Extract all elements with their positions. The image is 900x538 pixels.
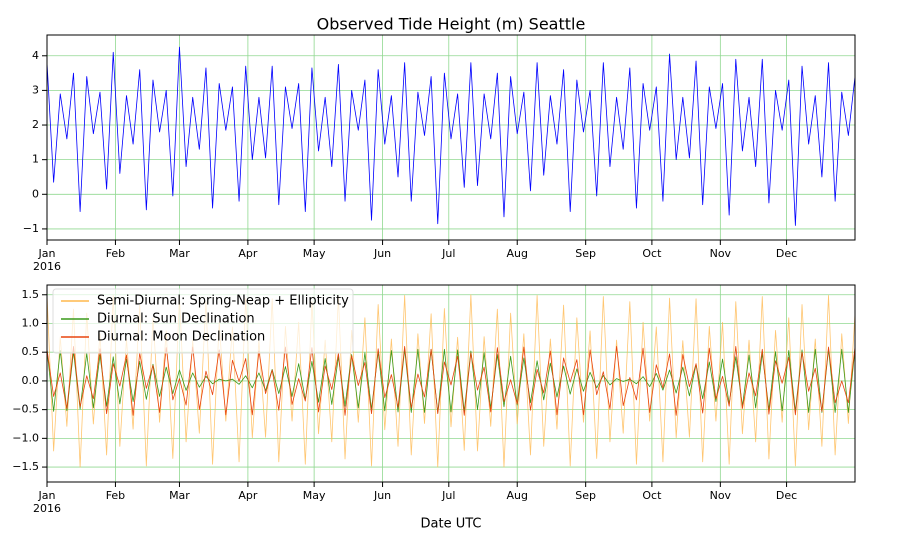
x-tick-label: Oct bbox=[642, 489, 662, 502]
x-tick-label: Jun bbox=[373, 247, 391, 260]
x-tick-label: May bbox=[303, 489, 326, 502]
x-tick-label: Mar bbox=[169, 489, 190, 502]
x-tick-label: Aug bbox=[506, 247, 527, 260]
x-tick-label: Mar bbox=[169, 247, 190, 260]
y-tick-label: −1.5 bbox=[12, 460, 39, 473]
y-tick-label: −0.5 bbox=[12, 403, 39, 416]
x-tick-label: Aug bbox=[506, 489, 527, 502]
x-tick-year-label: 2016 bbox=[33, 502, 61, 515]
x-tick-label: Sep bbox=[575, 489, 596, 502]
legend-label: Diurnal: Sun Declination bbox=[97, 312, 255, 327]
data-line bbox=[47, 346, 855, 416]
legend-label: Diurnal: Moon Declination bbox=[97, 330, 265, 345]
x-tick-label: Jan bbox=[38, 489, 56, 502]
x-tick-label: Feb bbox=[106, 489, 125, 502]
y-tick-label: 0.0 bbox=[22, 374, 40, 387]
y-tick-label: −1.0 bbox=[12, 431, 39, 444]
y-tick-label: 2 bbox=[32, 118, 39, 131]
y-tick-label: −1 bbox=[23, 222, 39, 235]
y-tick-label: 1.5 bbox=[22, 288, 40, 301]
y-tick-label: 0.5 bbox=[22, 345, 40, 358]
y-tick-label: 4 bbox=[32, 49, 39, 62]
legend-label: Semi-Diurnal: Spring-Neap + Ellipticity bbox=[97, 294, 349, 309]
x-tick-label: Nov bbox=[710, 489, 732, 502]
x-tick-year-label: 2016 bbox=[33, 260, 61, 273]
data-line bbox=[47, 348, 855, 413]
y-tick-label: 1 bbox=[32, 153, 39, 166]
y-tick-label: 0 bbox=[32, 187, 39, 200]
x-tick-label: Apr bbox=[238, 247, 258, 260]
y-tick-label: 3 bbox=[32, 83, 39, 96]
axes-frame bbox=[46, 284, 856, 483]
x-tick-label: Feb bbox=[106, 247, 125, 260]
legend-box bbox=[52, 288, 354, 354]
x-tick-label: Dec bbox=[776, 247, 797, 260]
x-tick-label: May bbox=[303, 247, 326, 260]
x-axis-label: Date UTC bbox=[421, 517, 482, 532]
y-tick-label: 1.0 bbox=[22, 316, 40, 329]
chart-title: Observed Tide Height (m) Seattle bbox=[317, 15, 586, 34]
x-tick-label: Jan bbox=[38, 247, 56, 260]
x-tick-label: Jul bbox=[441, 489, 455, 502]
plot-area bbox=[47, 46, 855, 226]
x-tick-label: Apr bbox=[238, 489, 258, 502]
x-tick-label: Oct bbox=[642, 247, 662, 260]
data-line bbox=[47, 46, 855, 226]
x-tick-label: Nov bbox=[710, 247, 732, 260]
axes-frame bbox=[46, 34, 856, 241]
x-tick-label: Sep bbox=[575, 247, 596, 260]
x-tick-label: Dec bbox=[776, 489, 797, 502]
x-tick-label: Jul bbox=[441, 247, 455, 260]
x-tick-label: Jun bbox=[373, 489, 391, 502]
